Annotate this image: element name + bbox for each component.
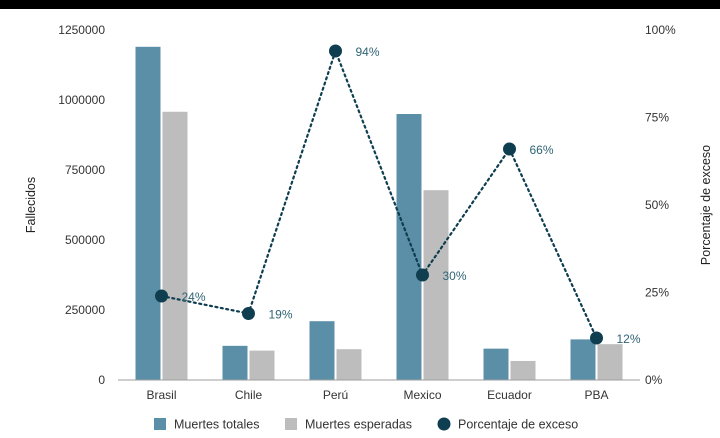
y2-axis-title: Porcentaje de exceso: [699, 145, 713, 265]
x-tick-label: Mexico: [403, 388, 441, 402]
y2-tick-label: 0%: [645, 373, 663, 387]
bar-muertes-esperadas: [249, 350, 275, 380]
y-tick-label: 0: [98, 373, 105, 387]
bar-muertes-totales: [570, 339, 596, 380]
y-tick-label: 750000: [65, 163, 105, 177]
bar-muertes-totales: [309, 321, 335, 380]
x-tick-label: Chile: [235, 388, 263, 402]
legend-swatch: [285, 418, 297, 430]
excess-percent-line: [160, 47, 598, 340]
y-tick-label: 500000: [65, 233, 105, 247]
excess-percent-label: 19%: [269, 308, 293, 322]
y2-tick-label: 25%: [645, 286, 669, 300]
legend-label: Muertes esperadas: [305, 418, 412, 432]
x-tick-label: PBA: [584, 388, 608, 402]
excess-percent-point: [503, 142, 516, 156]
x-tick-label: Ecuador: [487, 388, 532, 402]
top-bar: [0, 0, 720, 9]
legend-label: Porcentaje de exceso: [458, 418, 578, 432]
excess-percent-point: [590, 331, 603, 345]
excess-percent-point: [416, 268, 429, 282]
bar-muertes-esperadas: [510, 360, 536, 380]
y2-tick-label: 100%: [645, 23, 676, 37]
y-tick-label: 250000: [65, 303, 105, 317]
legend-marker: [437, 417, 451, 431]
y-tick-label: 1250000: [58, 23, 105, 37]
bar-muertes-totales: [135, 46, 161, 381]
x-tick-label: Perú: [323, 388, 348, 402]
bar-muertes-esperadas: [162, 111, 188, 380]
bar-muertes-totales: [396, 114, 422, 380]
excess-percent-label: 12%: [617, 332, 641, 346]
y-tick-label: 1000000: [58, 93, 105, 107]
bar-muertes-esperadas: [597, 344, 623, 380]
x-tick-label: Brasil: [146, 388, 176, 402]
legend-swatch: [154, 418, 166, 430]
y2-tick-label: 50%: [645, 198, 669, 212]
bar-muertes-totales: [483, 348, 509, 380]
excess-percent-point: [329, 44, 342, 58]
legend-label: Muertes totales: [174, 418, 259, 432]
y-axis-title: Fallecidos: [24, 177, 38, 233]
bar-muertes-esperadas: [423, 190, 449, 380]
bar-muertes-esperadas: [336, 349, 362, 380]
excess-percent-label: 30%: [443, 269, 467, 283]
excess-percent-label: 24%: [182, 290, 206, 304]
excess-percent-label: 66%: [530, 143, 554, 157]
excess-percent-point: [155, 289, 168, 303]
y2-tick-label: 75%: [645, 111, 669, 125]
bar-muertes-totales: [222, 345, 248, 380]
excess-percent-label: 94%: [356, 45, 380, 59]
excess-percent-point: [242, 307, 255, 320]
